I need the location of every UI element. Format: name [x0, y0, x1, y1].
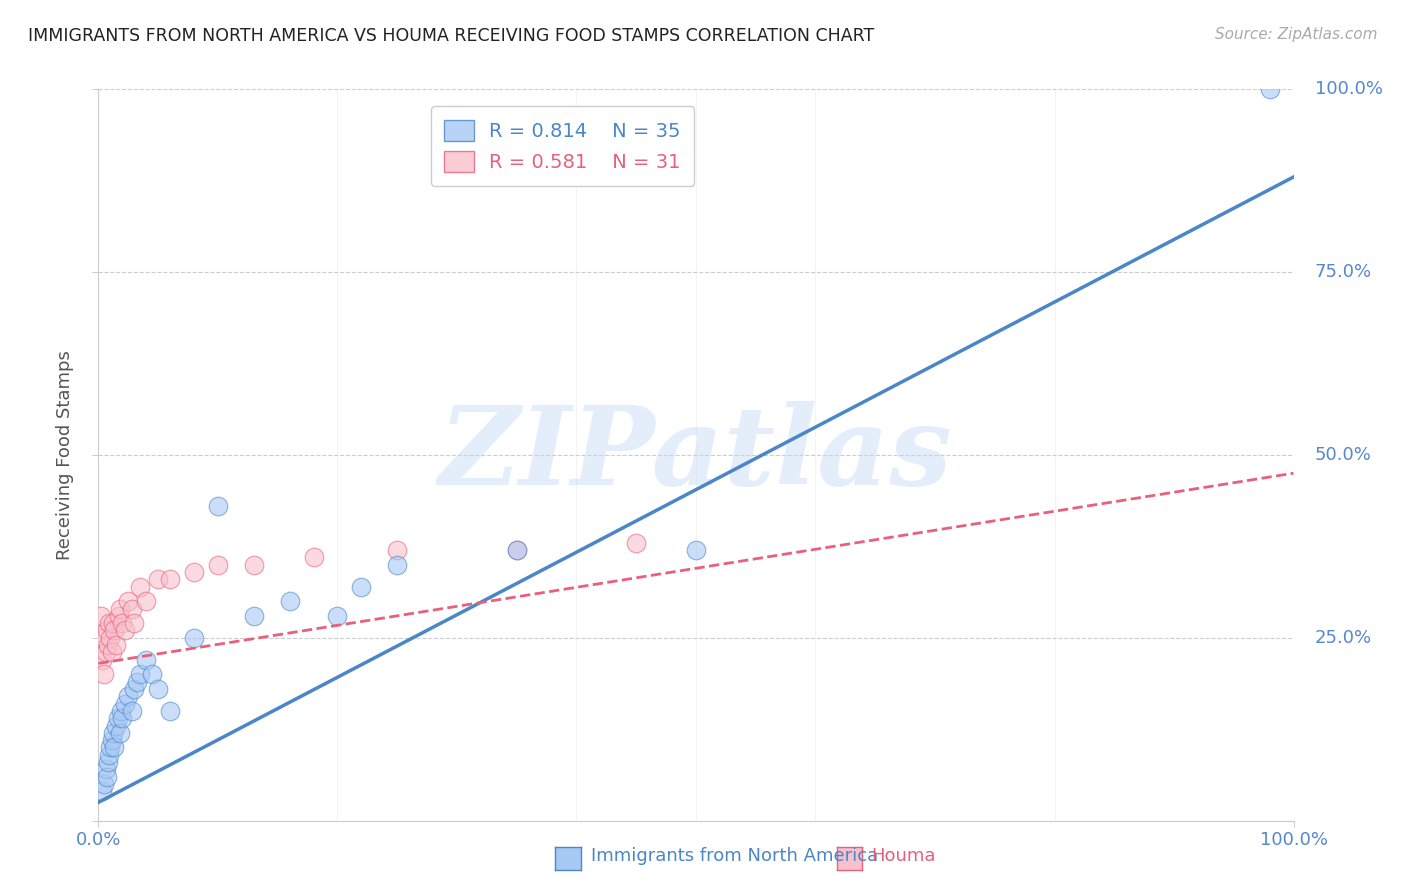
Text: 25.0%: 25.0% — [1315, 629, 1372, 647]
Point — [207, 499, 229, 513]
Point — [93, 667, 115, 681]
Point — [108, 601, 131, 615]
Point — [100, 645, 122, 659]
Point — [506, 543, 529, 558]
Point — [121, 601, 143, 615]
Point — [94, 645, 117, 659]
Point — [125, 674, 148, 689]
Text: 100.0%: 100.0% — [1315, 80, 1382, 98]
Point — [97, 638, 120, 652]
Point — [124, 616, 146, 631]
Point — [326, 608, 349, 623]
Text: Immigrants from North America: Immigrants from North America — [591, 847, 877, 865]
Point — [107, 711, 129, 725]
Point — [91, 631, 114, 645]
Text: ZIPatlas: ZIPatlas — [439, 401, 953, 508]
Point — [96, 770, 118, 784]
Point — [101, 726, 124, 740]
Point — [129, 667, 152, 681]
Point — [278, 594, 301, 608]
Point — [111, 616, 134, 631]
Point — [124, 681, 146, 696]
Point — [148, 681, 170, 696]
Text: 50.0%: 50.0% — [1315, 446, 1371, 464]
Point — [97, 755, 120, 769]
Point — [385, 543, 409, 558]
Point — [685, 543, 707, 558]
Point — [98, 616, 121, 631]
Point — [385, 558, 409, 572]
Point — [103, 740, 125, 755]
Point — [100, 733, 122, 747]
Text: IMMIGRANTS FROM NORTH AMERICA VS HOUMA RECEIVING FOOD STAMPS CORRELATION CHART: IMMIGRANTS FROM NORTH AMERICA VS HOUMA R… — [28, 27, 875, 45]
Point — [105, 718, 128, 732]
Point — [135, 653, 157, 667]
Point — [91, 784, 114, 798]
Point — [243, 608, 266, 623]
Point — [183, 565, 205, 579]
Point — [96, 624, 118, 638]
Point — [98, 747, 121, 762]
Point — [350, 580, 373, 594]
Point — [105, 638, 128, 652]
Point — [114, 624, 136, 638]
Point — [302, 550, 325, 565]
Point — [108, 726, 131, 740]
Point — [98, 740, 122, 755]
Point — [94, 763, 117, 777]
Text: Houma: Houma — [872, 847, 936, 865]
Point — [159, 572, 181, 586]
Point — [91, 653, 114, 667]
Y-axis label: Receiving Food Stamps: Receiving Food Stamps — [56, 350, 75, 560]
Point — [110, 704, 132, 718]
Point — [159, 704, 181, 718]
Point — [103, 624, 125, 638]
Point — [117, 594, 139, 608]
Point — [141, 667, 163, 681]
Point — [207, 558, 229, 572]
Point — [506, 543, 529, 558]
Point — [93, 777, 115, 791]
Point — [148, 572, 170, 586]
Point — [107, 608, 129, 623]
Point — [101, 616, 124, 631]
Point — [129, 580, 152, 594]
Point — [98, 631, 122, 645]
Text: Source: ZipAtlas.com: Source: ZipAtlas.com — [1215, 27, 1378, 42]
Point — [121, 704, 143, 718]
Point — [114, 697, 136, 711]
Point — [135, 594, 157, 608]
Point — [1258, 82, 1281, 96]
Point — [90, 608, 112, 623]
Point — [624, 535, 647, 549]
Point — [111, 711, 134, 725]
Point — [117, 690, 139, 704]
Legend: R = 0.814    N = 35, R = 0.581    N = 31: R = 0.814 N = 35, R = 0.581 N = 31 — [430, 106, 695, 186]
Point — [183, 631, 205, 645]
Point — [243, 558, 266, 572]
Text: 75.0%: 75.0% — [1315, 263, 1372, 281]
